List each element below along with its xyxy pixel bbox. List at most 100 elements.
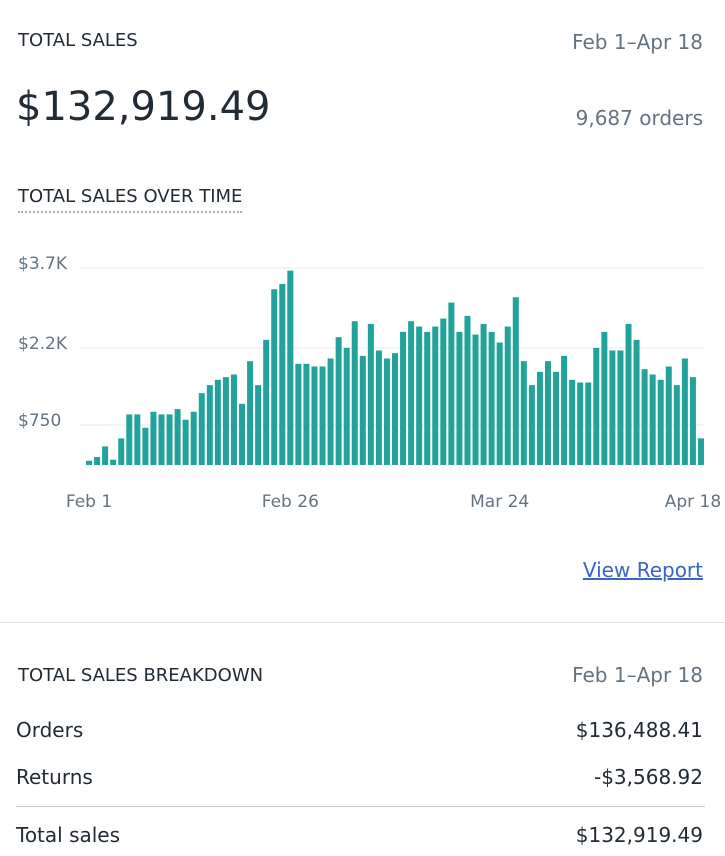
bar	[198, 393, 205, 465]
bar	[633, 339, 640, 465]
header-title: TOTAL SALES	[18, 30, 138, 51]
bar	[110, 459, 117, 465]
bar	[536, 371, 543, 465]
date-range: Feb 1–Apr 18	[572, 30, 703, 54]
breakdown-date: Feb 1–Apr 18	[572, 663, 703, 687]
bar	[214, 379, 221, 465]
bar	[94, 457, 101, 465]
total-sales: $132,919.49	[16, 84, 271, 130]
y-tick-label: $750	[18, 411, 61, 431]
bar	[295, 363, 302, 465]
order-count: 9,687 orders	[575, 106, 703, 130]
bar	[697, 438, 704, 465]
bar	[392, 353, 398, 465]
bar	[303, 363, 310, 465]
x-tick-label: Mar 24	[470, 492, 529, 512]
bar	[609, 350, 616, 465]
bar	[319, 366, 326, 465]
bar	[182, 419, 189, 465]
row-label: Orders	[16, 718, 84, 742]
bar	[424, 331, 431, 465]
bar	[561, 355, 568, 465]
bar	[601, 331, 608, 465]
divider	[0, 622, 725, 623]
bar	[150, 411, 157, 465]
row-value: -$3,568.92	[593, 765, 703, 789]
bar	[641, 369, 648, 465]
bar	[335, 337, 342, 465]
bar	[577, 382, 584, 465]
row-label: Total sales	[16, 823, 121, 847]
bar	[158, 414, 165, 465]
bar	[585, 382, 592, 465]
bar	[367, 323, 374, 465]
bar	[343, 347, 350, 465]
bar	[520, 361, 527, 465]
bar	[311, 366, 318, 465]
x-tick-label: Feb 26	[262, 492, 319, 512]
bar	[488, 331, 495, 465]
bar	[279, 283, 286, 465]
bar	[206, 385, 213, 465]
bar	[625, 323, 632, 465]
bar	[255, 385, 262, 465]
bar	[190, 411, 197, 465]
bar	[174, 409, 181, 465]
bar	[504, 326, 511, 465]
bar	[617, 350, 624, 465]
bar	[166, 414, 173, 465]
bar	[544, 361, 551, 465]
y-tick-label: $2.2K	[18, 334, 68, 354]
bar	[263, 339, 270, 465]
bar	[496, 342, 503, 465]
bar	[247, 361, 254, 465]
y-tick-label: $3.7K	[18, 254, 68, 274]
bar	[440, 318, 447, 465]
bar	[480, 323, 487, 465]
breakdown-title: TOTAL SALES BREAKDOWN	[18, 665, 264, 686]
bar	[230, 374, 237, 465]
bar	[512, 297, 519, 465]
row-divider	[16, 806, 705, 807]
bar	[593, 347, 600, 465]
bar	[408, 321, 415, 465]
x-tick-label: Feb 1	[66, 492, 112, 512]
bar	[416, 326, 423, 465]
bar	[649, 374, 656, 465]
view-report-link[interactable]: View Report	[582, 558, 703, 582]
bar	[359, 355, 366, 465]
bar	[400, 331, 407, 465]
bar	[239, 403, 246, 465]
bar	[569, 379, 576, 465]
bar	[126, 414, 133, 465]
bar	[327, 358, 334, 465]
bar	[351, 321, 358, 465]
bar	[271, 289, 278, 465]
bar	[528, 385, 535, 465]
bar	[134, 414, 141, 465]
x-tick-label: Apr 18	[665, 492, 721, 512]
bar	[673, 385, 680, 465]
chart: $750 $2.2K $3.7K Feb 1 Feb 26 Mar 24 Apr 18	[18, 254, 721, 512]
bar	[86, 460, 93, 465]
bar	[665, 366, 672, 465]
bar	[432, 326, 439, 465]
bar	[142, 427, 149, 465]
bar	[689, 377, 696, 465]
bar	[118, 438, 125, 465]
bar	[464, 315, 471, 465]
bar	[456, 331, 463, 465]
bar	[681, 358, 688, 465]
bar	[222, 377, 229, 465]
bar	[448, 302, 455, 465]
row-label: Returns	[16, 765, 93, 789]
bar	[553, 371, 560, 465]
bar	[287, 270, 294, 465]
bar	[102, 446, 109, 465]
bar	[383, 358, 390, 465]
bar	[472, 334, 479, 465]
row-value: $132,919.49	[575, 823, 703, 847]
row-value: $136,488.41	[575, 718, 703, 742]
chart-title[interactable]: TOTAL SALES OVER TIME	[18, 186, 243, 213]
